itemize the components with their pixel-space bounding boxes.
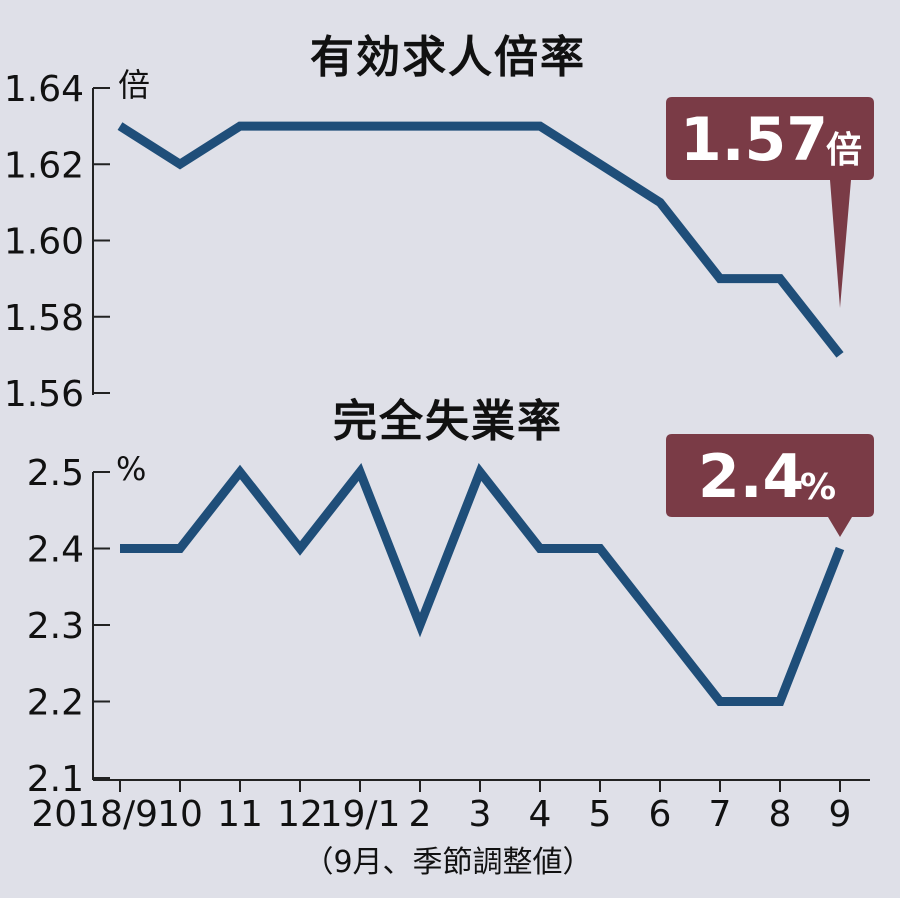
jobs-ratio-tick-label: 1.64 <box>4 69 84 110</box>
unemployment-line <box>120 463 845 706</box>
jobs-ratio-tick-label: 1.56 <box>4 374 84 415</box>
x-tick-label: 5 <box>589 794 612 835</box>
unemployment-unit: % <box>116 450 146 488</box>
unemployment-callout-box <box>666 434 874 537</box>
unemployment-tick-label: 2.1 <box>27 759 84 800</box>
jobs-ratio-panel: 有効求人倍率 倍 1.64 1.62 1.60 1.58 1.56 1.57 倍 <box>4 32 874 415</box>
jobs-ratio-y-axis: 1.64 1.62 1.60 1.58 1.56 <box>4 69 110 415</box>
jobs-ratio-title: 有効求人倍率 <box>310 32 586 83</box>
unemployment-callout-unit: % <box>800 467 836 508</box>
unemployment-callout: 2.4 % <box>666 434 874 537</box>
x-tick-label: 11 <box>217 794 263 835</box>
x-tick-label: 9 <box>829 794 852 835</box>
x-tick-label: 7 <box>709 794 732 835</box>
unemployment-title: 完全失業率 <box>333 396 563 447</box>
jobs-ratio-line <box>117 121 844 358</box>
unemployment-y-axis: 2.5 2.4 2.3 2.2 2.1 <box>27 453 110 800</box>
jobs-ratio-callout-unit: 倍 <box>826 130 862 171</box>
unemployment-tick-label: 2.3 <box>27 606 84 647</box>
unemployment-tick-label: 2.4 <box>27 530 84 571</box>
jobs-ratio-callout-box <box>666 97 874 308</box>
x-tick-label: 6 <box>649 794 672 835</box>
jobs-ratio-tick-label: 1.58 <box>4 298 84 339</box>
jobs-ratio-callout-value: 1.57 <box>680 105 828 175</box>
x-tick-label: 4 <box>529 794 552 835</box>
x-tick-label: 12 <box>277 794 323 835</box>
x-tick-label: 3 <box>469 794 492 835</box>
unemployment-callout-value: 2.4 <box>698 442 804 512</box>
x-tick-label: 19/1 <box>320 794 401 835</box>
unemployment-panel: 完全失業率 % 2.5 2.4 2.3 2.2 2.1 2.4 % <box>27 396 874 800</box>
x-tick-label: 2018/9 <box>31 794 158 835</box>
jobs-ratio-unit: 倍 <box>118 66 150 104</box>
x-tick-label: 8 <box>769 794 792 835</box>
jobs-ratio-tick-label: 1.60 <box>4 222 84 263</box>
jobs-ratio-tick-label: 1.62 <box>4 145 84 186</box>
unemployment-tick-label: 2.2 <box>27 683 84 724</box>
jobs-ratio-callout: 1.57 倍 <box>666 97 874 308</box>
x-tick-label: 2 <box>409 794 432 835</box>
x-tick-label: 10 <box>157 794 203 835</box>
footnote: （9月、季節調整値） <box>303 845 592 880</box>
unemployment-tick-label: 2.5 <box>27 453 84 494</box>
